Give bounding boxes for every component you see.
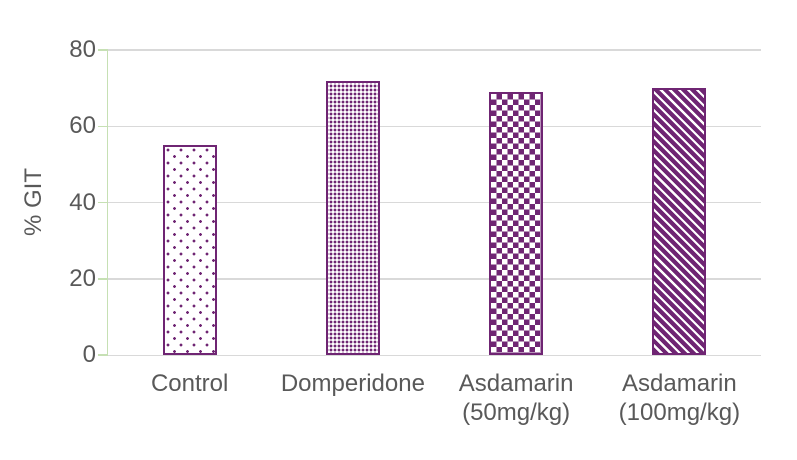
gridline-40 xyxy=(108,201,761,204)
y-axis-tick-40 xyxy=(98,201,108,204)
y-tick-label-80: 80 xyxy=(69,36,96,63)
y-tick-label-0: 0 xyxy=(82,341,96,368)
y-tick-label-60: 60 xyxy=(69,112,96,140)
gridline-80 xyxy=(108,49,761,51)
bar-domperidone xyxy=(325,80,380,355)
y-tick-label-40: 40 xyxy=(69,188,96,216)
gridline-60 xyxy=(108,125,761,127)
y-tick-label-20: 20 xyxy=(69,264,96,292)
y-axis-title: % GIT xyxy=(20,167,47,237)
x-category-label-asdamarin-100mg-kg: Asdamarin (100mg/kg) xyxy=(618,370,741,426)
x-category-label-domperidone: Domperidone xyxy=(280,370,425,397)
bar-control xyxy=(162,145,217,355)
x-category-label-control: Control xyxy=(150,370,229,397)
gridline-20 xyxy=(108,278,761,280)
x-category-label-asdamarin-50mg-kg: Asdamarin (50mg/kg) xyxy=(458,370,574,426)
y-axis-tick-20 xyxy=(98,278,108,280)
y-axis-tick-60 xyxy=(98,125,108,127)
y-axis-tick-80 xyxy=(98,49,108,51)
y-axis-tick-0 xyxy=(98,354,108,356)
bar-asdamarin-50mg-kg xyxy=(489,91,544,355)
bar-asdamarin-100mg-kg xyxy=(652,88,707,355)
plot-area: 0 20 40 60 80 Control Domperidone Asdamarin (50… xyxy=(69,36,761,426)
